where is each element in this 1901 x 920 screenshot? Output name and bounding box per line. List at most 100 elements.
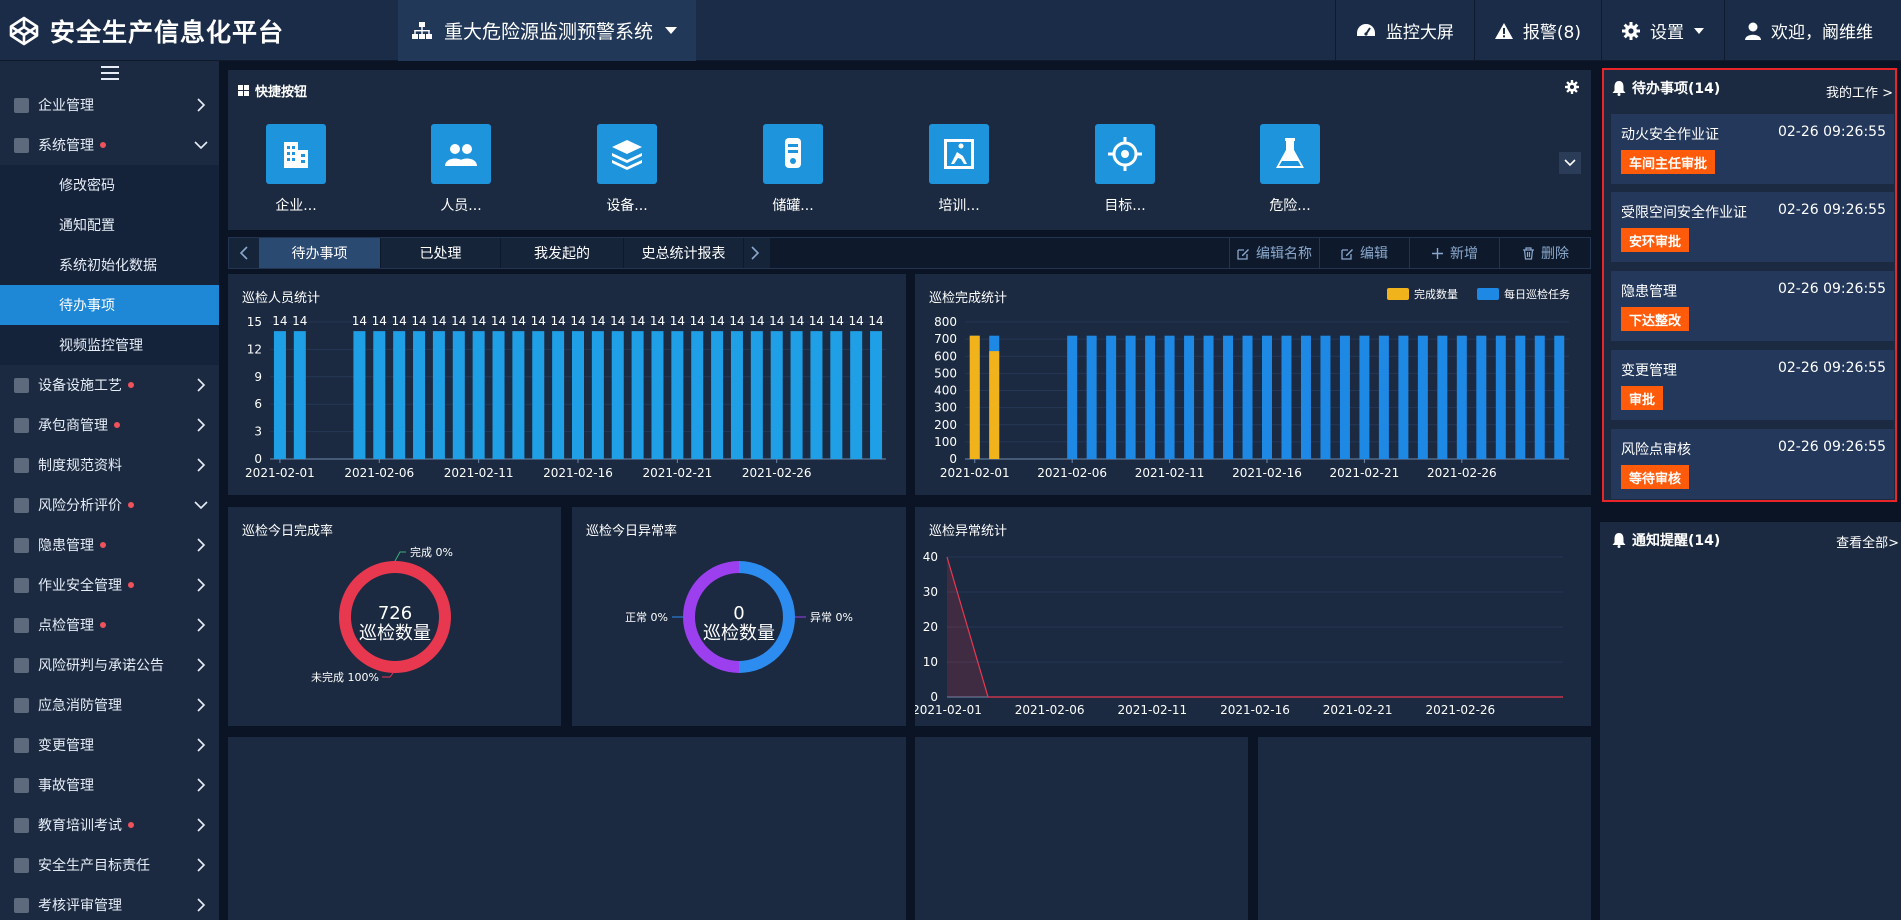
- todo-status-badge[interactable]: 下达整改: [1621, 307, 1690, 331]
- toolbar-button[interactable]: 新增: [1409, 238, 1499, 268]
- sidebar-item[interactable]: 系统管理: [0, 125, 219, 165]
- alarm-button[interactable]: 报警(8): [1473, 0, 1601, 61]
- bar-daily-task: [1067, 335, 1078, 459]
- sidebar-item-label: 作业安全管理: [38, 578, 122, 594]
- todo-name: 变更管理: [1621, 363, 1677, 379]
- quick-button-label[interactable]: 目标...: [1104, 198, 1146, 214]
- menu-toggle[interactable]: [0, 61, 219, 85]
- sidebar-subitem[interactable]: 修改密码: [0, 165, 219, 205]
- quick-button[interactable]: [266, 124, 326, 184]
- toolbar-button[interactable]: 编辑名称: [1229, 238, 1319, 268]
- notice-title: 通知提醒(14): [1632, 533, 1721, 549]
- bar-daily-task: [1515, 335, 1526, 459]
- system-switcher[interactable]: 重大危险源监测预警系统: [398, 0, 696, 61]
- bar-daily-task: [1476, 335, 1487, 459]
- sidebar-item[interactable]: 设备设施工艺: [0, 365, 219, 405]
- sidebar-subitem[interactable]: 通知配置: [0, 205, 219, 245]
- sidebar-subitem[interactable]: 视频监控管理: [0, 325, 219, 365]
- tab[interactable]: 史总统计报表: [624, 238, 744, 268]
- sidebar-item[interactable]: 点检管理: [0, 605, 219, 645]
- sidebar-item-label: 应急消防管理: [38, 698, 122, 714]
- x-tick-label: 2021-02-11: [1135, 466, 1205, 480]
- x-tick-label: 2021-02-11: [1117, 703, 1187, 717]
- sidebar-item[interactable]: 教育培训考试: [0, 805, 219, 845]
- todo-item[interactable]: 风险点审核 02-26 09:26:55 等待审核: [1611, 429, 1894, 499]
- menu-square-icon: [14, 137, 29, 153]
- sidebar-item[interactable]: 制度规范资料: [0, 445, 219, 485]
- empty-panel-3: [1258, 737, 1591, 920]
- x-tick-label: 2021-02-01: [915, 703, 982, 717]
- quick-button[interactable]: [763, 124, 823, 184]
- bar: [472, 331, 485, 459]
- quick-button[interactable]: [597, 124, 657, 184]
- sidebar-item[interactable]: 考核评审管理: [0, 885, 219, 920]
- todo-item[interactable]: 动火安全作业证 02-26 09:26:55 车间主任审批: [1611, 114, 1894, 184]
- app-logo[interactable]: 安全生产信息化平台: [8, 0, 284, 61]
- todo-status-badge[interactable]: 等待审核: [1621, 465, 1690, 489]
- todo-item[interactable]: 变更管理 02-26 09:26:55 审批: [1611, 350, 1894, 420]
- quick-button-label[interactable]: 危险...: [1269, 198, 1311, 214]
- quick-button[interactable]: [1095, 124, 1155, 184]
- quick-button-label[interactable]: 企业...: [275, 198, 317, 214]
- menu-square-icon: [14, 497, 29, 513]
- tab[interactable]: 待办事项: [259, 238, 381, 268]
- abnormal-stats-panel: 巡检异常统计 0 10 20 30 40 2021-02-01 2021-02-06 2021…: [915, 507, 1591, 726]
- sidebar-item[interactable]: 承包商管理: [0, 405, 219, 445]
- todo-status-badge[interactable]: 车间主任审批: [1621, 150, 1716, 174]
- user-menu[interactable]: 欢迎，阚维维: [1724, 0, 1901, 61]
- sidebar-item-label: 系统管理: [38, 138, 94, 154]
- todo-status-badge[interactable]: 审批: [1621, 386, 1664, 410]
- monitor-screen-button[interactable]: 监控大屏: [1334, 0, 1474, 61]
- settings-label: 设置: [1650, 23, 1684, 43]
- menu-square-icon: [14, 697, 29, 713]
- quick-button-label[interactable]: 设备...: [606, 198, 648, 214]
- todo-item[interactable]: 受限空间安全作业证 02-26 09:26:55 安环审批: [1611, 192, 1894, 262]
- sidebar-item[interactable]: 安全生产目标责任: [0, 845, 219, 885]
- sidebar-item[interactable]: 作业安全管理: [0, 565, 219, 605]
- sidebar-item[interactable]: 风险分析评价: [0, 485, 219, 525]
- settings-button[interactable]: 设置: [1601, 0, 1724, 61]
- tab-prev-button[interactable]: [229, 238, 259, 268]
- todo-name: 隐患管理: [1621, 284, 1677, 300]
- sidebar-item[interactable]: 应急消防管理: [0, 685, 219, 725]
- quick-button[interactable]: [431, 124, 491, 184]
- x-tick-label: 2021-02-16: [1232, 466, 1302, 480]
- toolbar-button[interactable]: 编辑: [1319, 238, 1409, 268]
- sidebar-item[interactable]: 事故管理: [0, 765, 219, 805]
- quick-button-icon: [944, 139, 974, 169]
- sidebar-item-label: 变更管理: [38, 738, 94, 754]
- quick-button-label[interactable]: 培训...: [938, 198, 980, 214]
- quick-button-label[interactable]: 人员...: [440, 198, 482, 214]
- bar-value-label: 14: [809, 314, 824, 328]
- sidebar-subitem[interactable]: 系统初始化数据: [0, 245, 219, 285]
- gear-icon: [1622, 21, 1640, 40]
- sidebar-item[interactable]: 企业管理: [0, 85, 219, 125]
- donut-center-label: 巡检数量: [703, 623, 775, 644]
- x-tick-label: 2021-02-06: [1015, 703, 1085, 717]
- tab[interactable]: 已处理: [381, 238, 501, 268]
- bar: [293, 331, 306, 459]
- bar-value-label: 14: [531, 314, 546, 328]
- bar: [552, 331, 565, 459]
- quick-more-button[interactable]: [1559, 152, 1581, 174]
- toolbar-button[interactable]: 删除: [1499, 238, 1591, 268]
- quick-button[interactable]: [929, 124, 989, 184]
- quick-button[interactable]: [1260, 124, 1320, 184]
- todo-item[interactable]: 隐患管理 02-26 09:26:55 下达整改: [1611, 271, 1894, 341]
- sidebar-subitem[interactable]: 待办事项: [0, 285, 219, 325]
- todo-status-badge[interactable]: 安环审批: [1621, 228, 1690, 252]
- x-tick-label: 2021-02-11: [444, 466, 514, 480]
- today-abnormal-panel: 巡检今日异常率 0 巡检数量 正常 0% 异常 0%: [572, 507, 906, 726]
- tab[interactable]: 我发起的: [501, 238, 624, 268]
- sidebar-item[interactable]: 变更管理: [0, 725, 219, 765]
- tab-next-button[interactable]: [740, 238, 770, 268]
- pie-slice-label: 完成 0%: [410, 545, 453, 559]
- quick-button-label[interactable]: 储罐...: [772, 198, 814, 214]
- notification-dot: [128, 382, 134, 388]
- bar-value-label: 14: [550, 314, 565, 328]
- sidebar-item[interactable]: 隐患管理: [0, 525, 219, 565]
- quick-settings-gear-icon[interactable]: [1565, 80, 1579, 94]
- my-work-link[interactable]: 我的工作 >: [1825, 86, 1893, 101]
- view-all-link[interactable]: 查看全部>: [1836, 536, 1899, 551]
- sidebar-item[interactable]: 风险研判与承诺公告: [0, 645, 219, 685]
